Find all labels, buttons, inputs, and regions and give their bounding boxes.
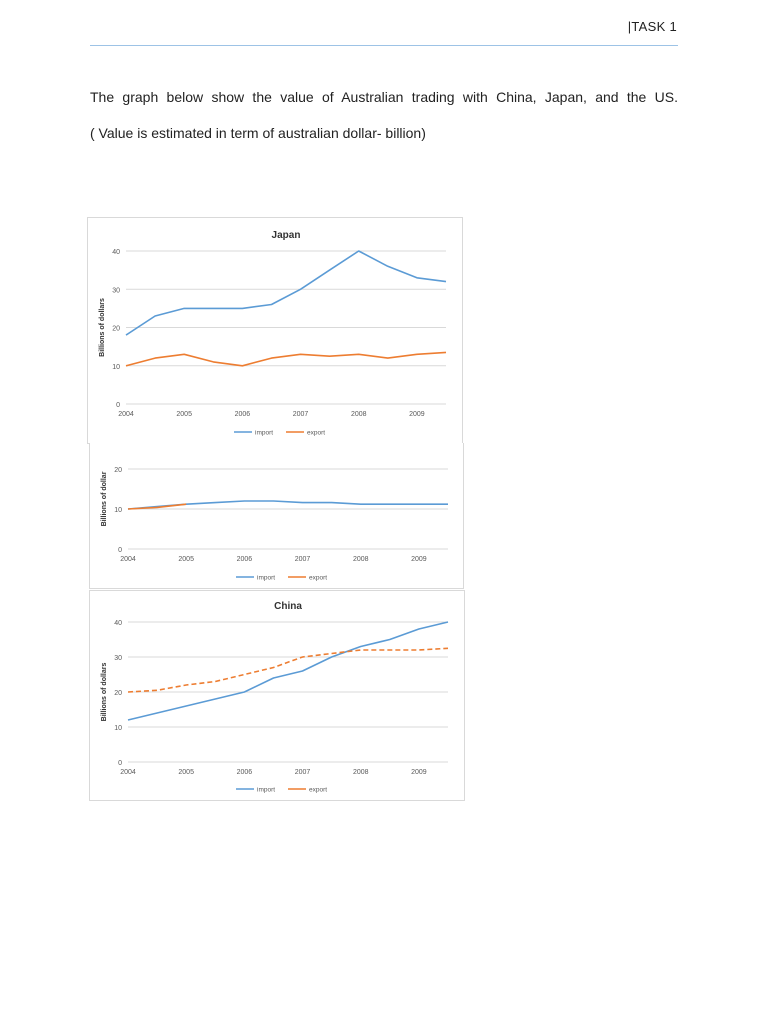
x-tick-label: 2008 bbox=[351, 411, 367, 418]
chart-title: China bbox=[274, 601, 302, 612]
x-tick-label: 2009 bbox=[411, 556, 427, 563]
legend-label-import: import bbox=[257, 787, 275, 794]
chart-japan-svg: Japan 0 10 20 30 40 2004 2005 2006 2007 2008 2009 Bi… bbox=[99, 230, 447, 437]
x-tick-label: 2007 bbox=[295, 556, 311, 563]
x-tick-label: 2005 bbox=[178, 769, 194, 776]
y-axis-label: Billions of dollar bbox=[101, 471, 108, 526]
x-tick-label: 2009 bbox=[409, 411, 425, 418]
y-tick-label: 30 bbox=[112, 287, 120, 294]
intro-text: The graph below show the value of Austra… bbox=[90, 89, 678, 105]
y-tick-label: 0 bbox=[116, 402, 120, 409]
legend-label-export: export bbox=[307, 430, 325, 437]
x-tick-label: 2005 bbox=[176, 411, 192, 418]
legend-label-export: export bbox=[309, 575, 327, 582]
x-tick-label: 2009 bbox=[411, 769, 427, 776]
x-tick-label: 2006 bbox=[237, 769, 253, 776]
legend-label-import: import bbox=[257, 575, 275, 582]
y-axis-label: Billions of dollars bbox=[99, 298, 106, 357]
series-line-export bbox=[125, 351, 447, 367]
series-line-import bbox=[125, 250, 447, 336]
chart-us-svg: 0 10 20 2004 2005 2006 2007 2008 2009 Billions of… bbox=[101, 467, 448, 582]
y-tick-label: 20 bbox=[114, 690, 122, 697]
chart-us: 0 10 20 2004 2005 2006 2007 2008 2009 Billions of… bbox=[89, 443, 464, 589]
chart-china-svg: China 0 10 20 30 40 2004 2005 2006 2007 2008 2009 Bi… bbox=[101, 601, 449, 794]
y-tick-label: 40 bbox=[112, 249, 120, 256]
y-tick-label: 20 bbox=[114, 467, 122, 474]
x-tick-label: 2006 bbox=[237, 556, 253, 563]
x-tick-label: 2004 bbox=[120, 769, 136, 776]
y-tick-label: 40 bbox=[114, 620, 122, 627]
x-tick-label: 2004 bbox=[118, 411, 134, 418]
header-divider bbox=[90, 45, 678, 46]
series-line-export bbox=[127, 503, 187, 510]
x-tick-label: 2005 bbox=[178, 556, 194, 563]
x-tick-label: 2007 bbox=[295, 769, 311, 776]
y-axis-label: Billions of dollars bbox=[101, 663, 108, 722]
y-tick-label: 30 bbox=[114, 655, 122, 662]
header-task-label: |TASK 1 bbox=[627, 19, 677, 34]
series-line-export bbox=[127, 647, 449, 693]
x-tick-label: 2004 bbox=[120, 556, 136, 563]
chart-title: Japan bbox=[272, 230, 301, 241]
x-tick-label: 2008 bbox=[353, 769, 369, 776]
x-tick-label: 2007 bbox=[293, 411, 309, 418]
y-tick-label: 0 bbox=[118, 547, 122, 554]
series-line-import bbox=[127, 621, 449, 721]
y-tick-label: 10 bbox=[112, 364, 120, 371]
y-tick-label: 10 bbox=[114, 507, 122, 514]
legend-label-import: import bbox=[255, 430, 273, 437]
y-tick-label: 10 bbox=[114, 725, 122, 732]
chart-japan: Japan 0 10 20 30 40 2004 2005 2006 2007 2008 2009 Bi… bbox=[87, 217, 463, 444]
legend-label-export: export bbox=[309, 787, 327, 794]
x-tick-label: 2008 bbox=[353, 556, 369, 563]
y-tick-label: 0 bbox=[118, 760, 122, 767]
y-tick-label: 20 bbox=[112, 326, 120, 333]
intro-note: ( Value is estimated in term of australi… bbox=[90, 125, 426, 141]
chart-china: China 0 10 20 30 40 2004 2005 2006 2007 2008 2009 Bi… bbox=[89, 590, 465, 801]
x-tick-label: 2006 bbox=[235, 411, 251, 418]
